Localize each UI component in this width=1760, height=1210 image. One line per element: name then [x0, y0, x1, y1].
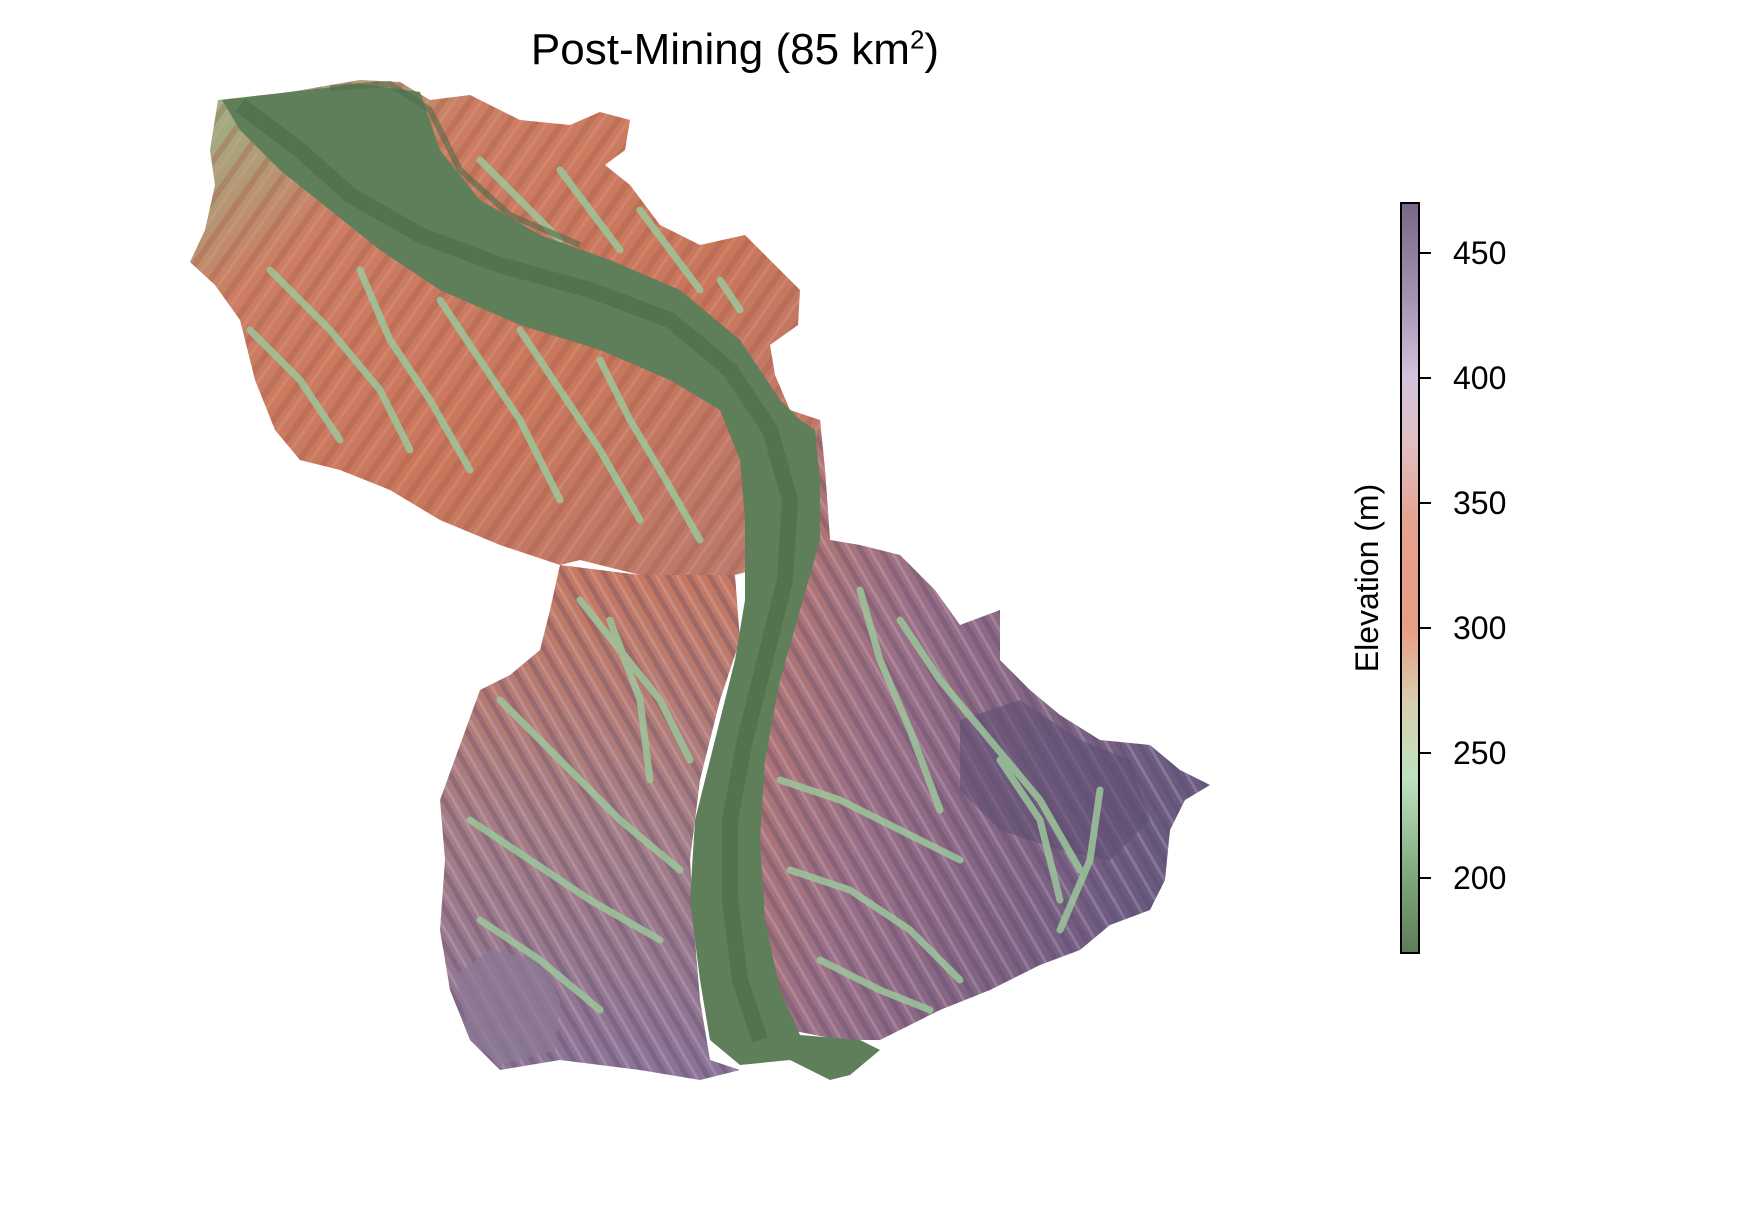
- legend-tick-label: 400: [1453, 360, 1506, 396]
- elevation-map: [190, 80, 1210, 1080]
- legend-tick-label: 200: [1453, 860, 1506, 896]
- river-bank-north: [329, 80, 582, 248]
- tributary-streams: [246, 156, 1104, 1014]
- title-prefix: Post-Mining (85 km: [530, 25, 910, 74]
- legend-tick-label: 300: [1453, 610, 1506, 646]
- river-channel: [235, 98, 799, 1043]
- river-valley-floor: [222, 84, 880, 1080]
- legend-tick-label: 350: [1453, 485, 1506, 521]
- title-superscript: 2: [909, 24, 925, 55]
- title-suffix: ): [924, 25, 940, 74]
- map-title: Post-Mining (85 km2): [0, 24, 1470, 76]
- legend-title: Elevation (m): [1349, 484, 1385, 673]
- legend-tick-label: 450: [1453, 235, 1506, 271]
- legend-color-bar: [1400, 202, 1420, 954]
- legend-tick-label: 250: [1453, 735, 1506, 771]
- flat-upland-southwest: [455, 950, 560, 1065]
- legend-ticks: 200 250 300 350 400 450: [1419, 235, 1506, 896]
- high-upland-east: [960, 700, 1150, 860]
- ridge-texture-southwest: [440, 565, 740, 1080]
